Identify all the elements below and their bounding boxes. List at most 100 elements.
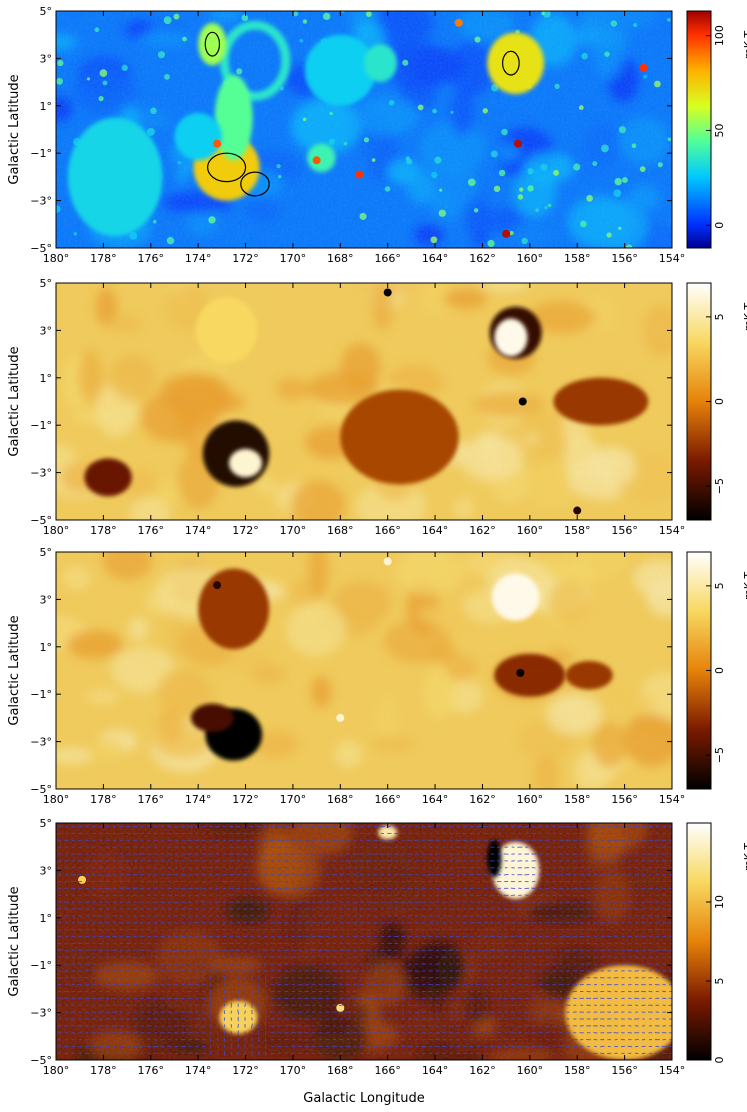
panel-c: 180°178°176°174°172°170°168°166°164°162°…	[7, 529, 747, 806]
colorbar: 50−5mK TB	[687, 283, 747, 520]
point-source	[516, 669, 524, 677]
x-tick-label: 178°	[90, 793, 117, 806]
colorbar-tick-label: 50	[713, 123, 726, 137]
x-tick-label: 166°	[374, 252, 401, 265]
colorbar-tick-label: 0	[713, 398, 726, 405]
y-tick-label: 3°	[40, 593, 53, 606]
panel-d: 180°178°176°174°172°170°168°166°164°162°…	[7, 805, 747, 1078]
colorbar-tick-label: 5	[713, 313, 726, 320]
point-source	[313, 156, 321, 164]
x-tick-label: 170°	[280, 793, 307, 806]
x-tick-label: 158°	[564, 1064, 591, 1077]
colorbar-label: mK TB	[742, 25, 747, 59]
y-tick-label: −3°	[30, 195, 52, 208]
y-tick-label: 5°	[40, 5, 53, 18]
x-tick-label: 154°	[659, 1064, 686, 1077]
x-tick-label: 164°	[422, 793, 449, 806]
point-source	[519, 398, 527, 406]
colorbar-tick-label: 0	[713, 222, 726, 229]
y-axis-title: Galactic Latitude	[7, 615, 22, 725]
x-tick-label: 170°	[280, 524, 307, 537]
map-image	[36, 0, 697, 272]
x-tick-label: 176°	[138, 793, 165, 806]
x-tick-label: 162°	[469, 524, 496, 537]
extended-source	[340, 390, 458, 485]
point-source	[573, 507, 581, 515]
y-tick-label: 5°	[40, 546, 53, 559]
extended-source	[68, 118, 163, 237]
y-tick-label: −5°	[30, 514, 52, 527]
x-tick-label: 164°	[422, 1064, 449, 1077]
x-tick-label: 158°	[564, 524, 591, 537]
extended-source	[305, 35, 376, 106]
colorbar: 50−5mK TB	[687, 552, 747, 789]
y-tick-label: −3°	[30, 736, 52, 749]
colorbar-label: mK TB	[742, 297, 747, 331]
x-tick-label: 168°	[327, 252, 354, 265]
extended-source	[215, 75, 253, 160]
y-tick-label: 1°	[40, 372, 53, 385]
colorbar-tick-label: −5	[713, 747, 726, 763]
map-image	[36, 257, 685, 533]
y-tick-label: 5°	[40, 817, 53, 830]
extended-source	[487, 32, 544, 94]
x-tick-label: 172°	[232, 793, 259, 806]
extended-source	[492, 573, 539, 620]
extended-source	[191, 704, 234, 732]
y-tick-label: 3°	[40, 864, 53, 877]
extended-source	[565, 661, 612, 689]
x-tick-label: 166°	[374, 793, 401, 806]
x-tick-label: 172°	[232, 1064, 259, 1077]
y-tick-label: −5°	[30, 1054, 52, 1067]
extended-source	[554, 378, 649, 425]
x-tick-label: 164°	[422, 252, 449, 265]
panel-a: 180°178°176°174°172°170°168°166°164°162°…	[7, 0, 747, 272]
y-tick-label: 1°	[40, 100, 53, 113]
y-axis-title: Galactic Latitude	[7, 346, 22, 456]
x-tick-label: 176°	[138, 252, 165, 265]
point-source	[355, 171, 363, 179]
x-tick-label: 158°	[564, 793, 591, 806]
x-tick-label: 156°	[611, 1064, 638, 1077]
y-tick-label: 5°	[40, 277, 53, 290]
colorbar-label: mK TB	[742, 837, 747, 871]
point-source	[213, 581, 221, 589]
y-tick-label: −5°	[30, 242, 52, 255]
colorbar-label: mK TB	[742, 566, 747, 600]
x-tick-label: 172°	[232, 524, 259, 537]
colorbar-tick-label: 5	[713, 978, 726, 985]
extended-source	[229, 449, 262, 477]
point-source	[514, 140, 522, 148]
point-source	[336, 714, 344, 722]
x-tick-label: 166°	[374, 524, 401, 537]
x-tick-label: 158°	[564, 252, 591, 265]
extended-source	[307, 144, 335, 172]
extended-source	[494, 654, 565, 697]
x-tick-label: 168°	[327, 1064, 354, 1077]
extended-source	[196, 297, 258, 363]
map-image	[56, 805, 687, 1078]
x-tick-label: 174°	[185, 252, 212, 265]
x-tick-label: 168°	[327, 793, 354, 806]
y-tick-label: −1°	[30, 147, 52, 160]
y-tick-label: 1°	[40, 912, 53, 925]
y-tick-label: −3°	[30, 1007, 52, 1020]
panel-b: 180°178°176°174°172°170°168°166°164°162°…	[7, 257, 747, 537]
point-source	[502, 230, 510, 238]
x-tick-label: 170°	[280, 252, 307, 265]
point-source	[213, 140, 221, 148]
map-image	[27, 529, 690, 799]
extended-source	[364, 44, 397, 82]
x-tick-label: 174°	[185, 1064, 212, 1077]
colorbar-tick-label: 0	[713, 667, 726, 674]
point-source	[78, 876, 86, 884]
y-tick-label: −1°	[30, 419, 52, 432]
x-tick-label: 178°	[90, 1064, 117, 1077]
colorbar-tick-label: 10	[713, 895, 726, 909]
extended-source	[487, 840, 501, 878]
x-tick-label: 176°	[138, 524, 165, 537]
x-tick-label: 154°	[659, 252, 686, 265]
y-tick-label: 1°	[40, 641, 53, 654]
